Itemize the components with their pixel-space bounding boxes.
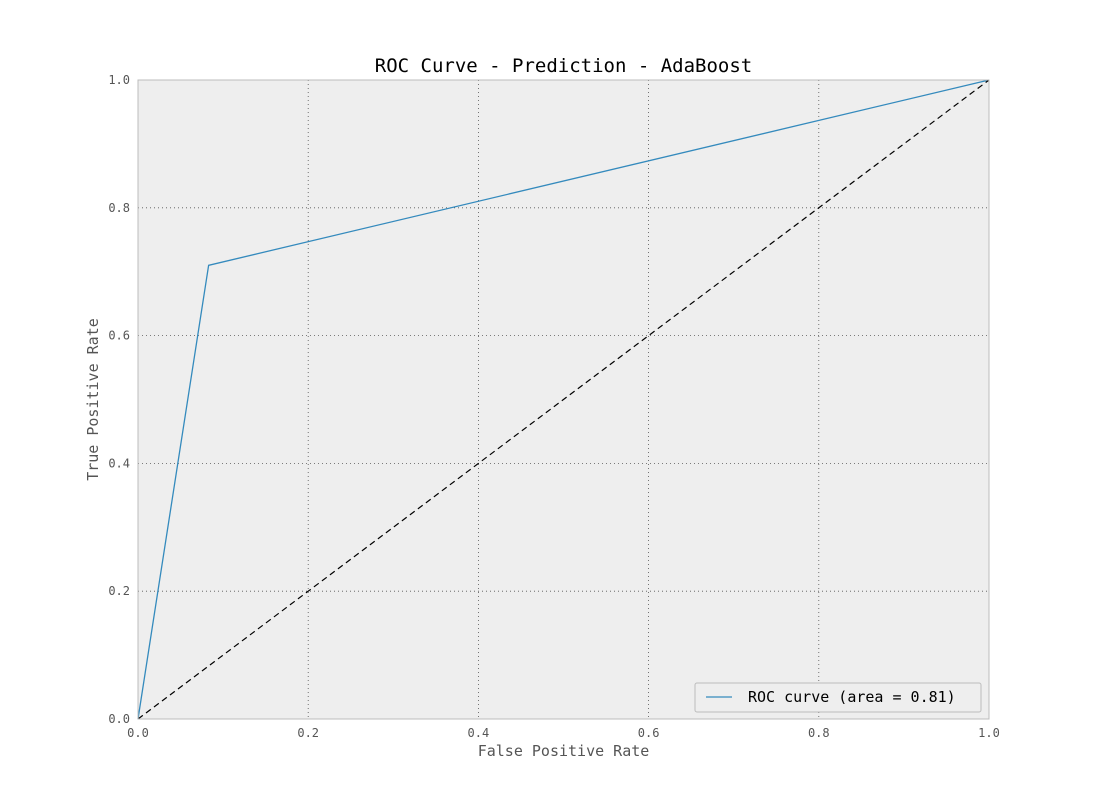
y-tick-label: 1.0 [108,73,130,87]
plot-frame [137,79,990,720]
legend-label: ROC curve (area = 0.81) [748,688,956,706]
x-axis-label: False Positive Rate [478,742,650,760]
series-group [137,79,990,720]
y-tick-label: 0.0 [108,712,130,726]
legend-box [694,682,982,713]
y-tick-label: 0.8 [108,201,130,215]
y-axis-label: True Positive Rate [84,318,102,481]
chart-title: ROC Curve - Prediction - AdaBoost [375,55,753,77]
y-tick-label: 0.4 [108,456,130,470]
x-tick-label: 0.2 [297,726,319,740]
y-tick-label: 0.2 [108,584,130,598]
y-tick-label: 0.6 [108,329,130,343]
y-tick-labels: 0.0 0.2 0.4 0.6 0.8 1.0 [108,73,130,726]
x-tick-label: 0.0 [127,726,149,740]
x-tick-labels: 0.0 0.2 0.4 0.6 0.8 1.0 [127,726,1000,740]
x-tick-label: 1.0 [978,726,1000,740]
x-tick-label: 0.8 [808,726,830,740]
legend: ROC curve (area = 0.81) [694,682,982,713]
chance-line [137,79,990,720]
x-tick-label: 0.4 [468,726,490,740]
x-tick-label: 0.6 [638,726,660,740]
roc-curve-line [137,79,990,720]
